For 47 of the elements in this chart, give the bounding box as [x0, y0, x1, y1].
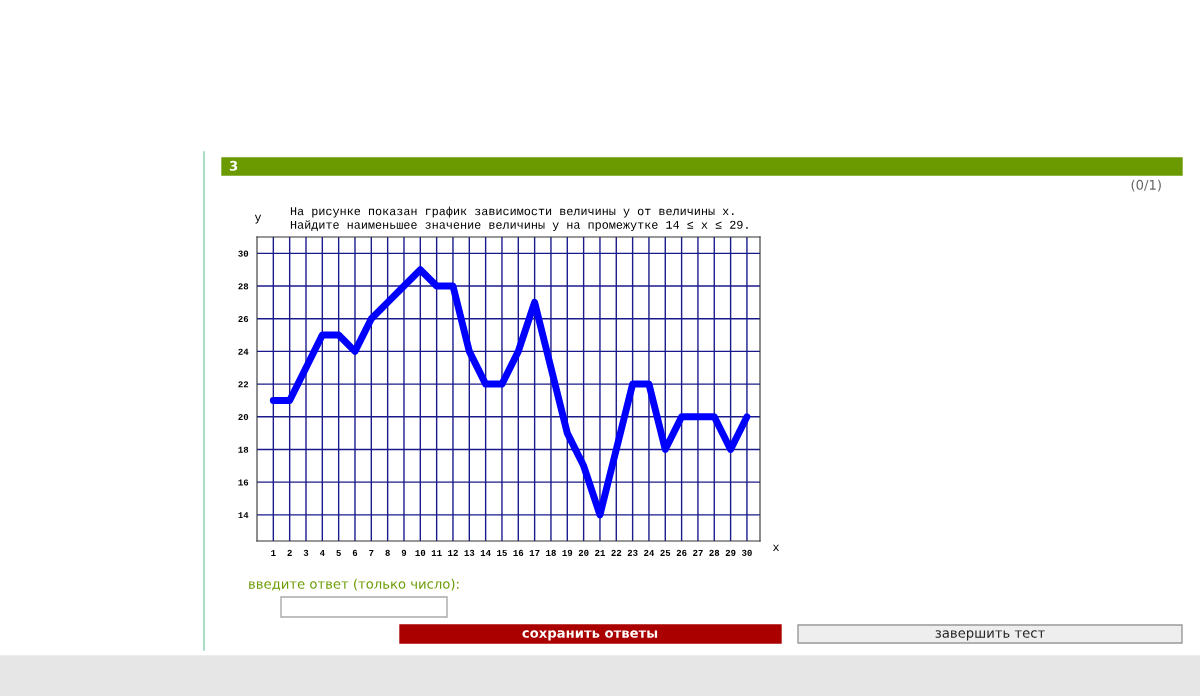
x-tick-label: 27 — [693, 549, 703, 556]
chart-title: На рисунке показан график зависимости величины у от величины х. Найдите наименьшее значение величины у на промежутке 14 ≤ х ≤ 29. — [290, 206, 748, 232]
x-axis-title: х — [773, 544, 779, 552]
x-tick-label: 9 — [401, 549, 407, 556]
x-tick-label: 30 — [741, 549, 752, 556]
y-tick-label: 30 — [238, 250, 249, 257]
x-tick-label: 14 — [480, 549, 491, 556]
text: (0/1) — [1131, 179, 1161, 192]
y-tick-label: 16 — [238, 479, 249, 486]
x-tick-label: 19 — [562, 549, 573, 556]
x-tick-label: 20 — [578, 549, 589, 556]
x-tick-label: 1 — [271, 549, 276, 556]
x-tick-label: 26 — [676, 549, 687, 556]
x-tick-label: 17 — [529, 549, 540, 556]
y-tick-label: 22 — [238, 381, 249, 388]
y-axis-title: у — [254, 214, 262, 224]
x-tick-label: 13 — [464, 549, 475, 556]
text: сохранить ответы — [522, 630, 658, 641]
y-tick-label: 28 — [238, 283, 249, 290]
x-tick-label: 4 — [319, 549, 325, 556]
x-tick-label: 10 — [415, 549, 426, 556]
x-tick-label: 23 — [627, 549, 638, 556]
x-tick-label: 24 — [644, 549, 655, 556]
x-tick-label: 7 — [369, 549, 374, 556]
x-tick-label: 15 — [497, 549, 507, 556]
x-tick-label: 16 — [513, 549, 524, 556]
x-tick-label: 25 — [660, 549, 671, 556]
x-tick-label: 21 — [595, 549, 605, 556]
x-tick-label: 11 — [431, 549, 442, 556]
x-tick-label: 2 — [287, 549, 292, 556]
x-tick-label: 12 — [448, 549, 458, 556]
y-tick-label: 18 — [238, 446, 249, 453]
x-tick-label: 8 — [385, 549, 390, 556]
x-tick-label: 29 — [725, 549, 736, 556]
x-tick-label: 5 — [336, 549, 341, 556]
y-tick-label: 26 — [238, 315, 249, 323]
y-tick-label: 24 — [238, 348, 249, 355]
x-tick-label: 18 — [546, 549, 556, 556]
x-tick-label: 3 — [303, 549, 309, 556]
x-tick-label: 6 — [352, 549, 358, 556]
x-tick-label: 22 — [611, 549, 622, 556]
y-tick-label: 14 — [238, 512, 249, 519]
x-tick-label: 28 — [709, 549, 720, 556]
text: 3 — [229, 160, 238, 171]
text: завершить тест — [935, 630, 1045, 641]
y-tick-label: 20 — [238, 414, 249, 421]
text: введите ответ (только число): — [249, 578, 459, 591]
